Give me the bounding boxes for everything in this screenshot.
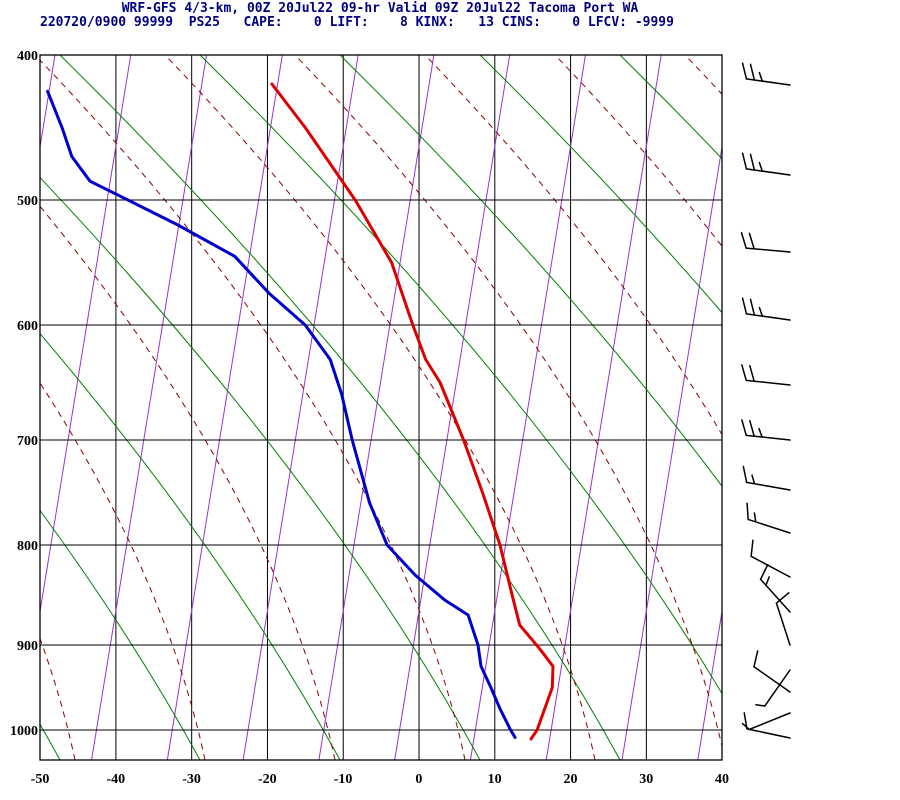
pressure-label: 700 [17,434,38,449]
mixing-ratio-lines [40,55,722,760]
wind-barb [742,465,791,491]
moist-adiabats [40,55,722,760]
pressure-label: 400 [17,49,38,64]
temperature-axis-labels: -50 -40 -30 -20 -10 0 10 20 30 40 [31,772,729,787]
wind-barb [775,592,791,646]
wind-barb [741,419,791,441]
pressure-label: 800 [17,539,38,554]
plot-border [39,54,723,761]
temperature-label: -10 [334,772,353,787]
pressure-label: 500 [17,194,38,209]
temperature-label: 30 [639,772,653,787]
temperature-label: 0 [415,772,422,787]
wind-barb [755,669,791,707]
temperature-label: 40 [715,772,729,787]
temperature-label: -20 [258,772,277,787]
wind-barb [743,712,791,739]
wind-barb [746,502,791,534]
wind-barb [741,364,791,386]
wind-barb [753,650,791,693]
wind-barb [741,712,791,731]
temperature-label: -50 [31,772,50,787]
temperature-label: -40 [106,772,125,787]
chart-subtitle-indices: 220720/0900 99999 PS25 CAPE: 0 LIFT: 8 K… [40,15,674,30]
temperature-label: 20 [563,772,577,787]
wind-barb-column [740,62,791,739]
wind-barb [750,539,791,578]
pressure-label: 600 [17,319,38,334]
chart-title: WRF-GFS 4/3-km, 00Z 20Jul22 09-hr Valid … [121,1,639,16]
dewpoint-trace [46,89,517,739]
pressure-axis-labels: 400 500 600 700 800 900 1000 [10,49,38,739]
dry-adiabats [40,55,722,760]
pressure-label: 1000 [10,724,38,739]
pressure-label: 900 [17,639,38,654]
wind-barb [759,564,791,613]
temperature-trace [270,82,555,741]
wind-barb [741,62,791,86]
temperature-label: -30 [182,772,201,787]
wind-barb [741,152,791,176]
wind-barb [740,231,791,253]
wind-barb [741,297,791,321]
temperature-label: 10 [488,772,502,787]
isobar-grid-horizontal [40,55,722,731]
plot-area [40,55,722,760]
